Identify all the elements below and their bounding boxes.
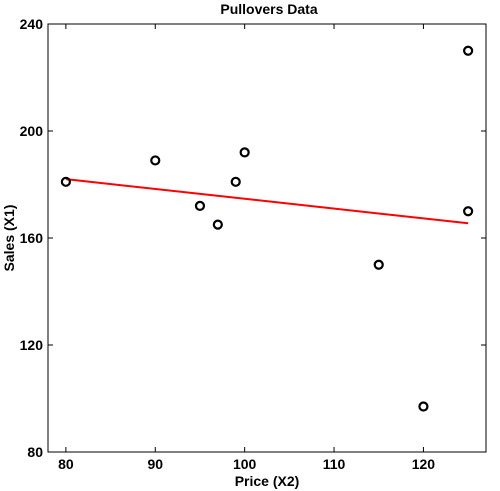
- x-tick-label-90: 90: [147, 456, 163, 472]
- data-point-2: [150, 155, 161, 166]
- data-point-8: [418, 401, 429, 412]
- data-point-10: [463, 206, 474, 217]
- data-point-6: [239, 147, 250, 158]
- y-tick-label-200: 200: [20, 123, 44, 139]
- x-tick-label-80: 80: [58, 456, 74, 472]
- plot-area: [47, 23, 487, 453]
- y-tick-label-160: 160: [20, 230, 44, 246]
- data-point-5: [230, 176, 241, 187]
- x-tick-labels: 80 90 100 110 120: [58, 456, 435, 472]
- data-point-4: [212, 219, 223, 230]
- data-point-7: [373, 259, 384, 270]
- y-tick-label-80: 80: [27, 444, 43, 460]
- x-axis-title: Price (X2): [235, 473, 300, 489]
- regression-line: [65, 178, 469, 225]
- data-points: [60, 45, 474, 412]
- y-tick-labels: 80 120 160 200 240: [20, 16, 44, 460]
- data-point-1: [60, 176, 71, 187]
- axis-ticks: [48, 23, 486, 453]
- x-tick-label-120: 120: [412, 456, 436, 472]
- y-tick-label-240: 240: [20, 16, 44, 32]
- chart-title: Pullovers Data: [220, 1, 317, 17]
- data-point-9: [463, 45, 474, 56]
- data-point-3: [194, 200, 206, 211]
- x-tick-label-100: 100: [233, 456, 257, 472]
- y-axis-title: Sales (X1): [1, 205, 17, 272]
- y-tick-label-120: 120: [20, 337, 44, 353]
- x-tick-label-110: 110: [323, 456, 346, 472]
